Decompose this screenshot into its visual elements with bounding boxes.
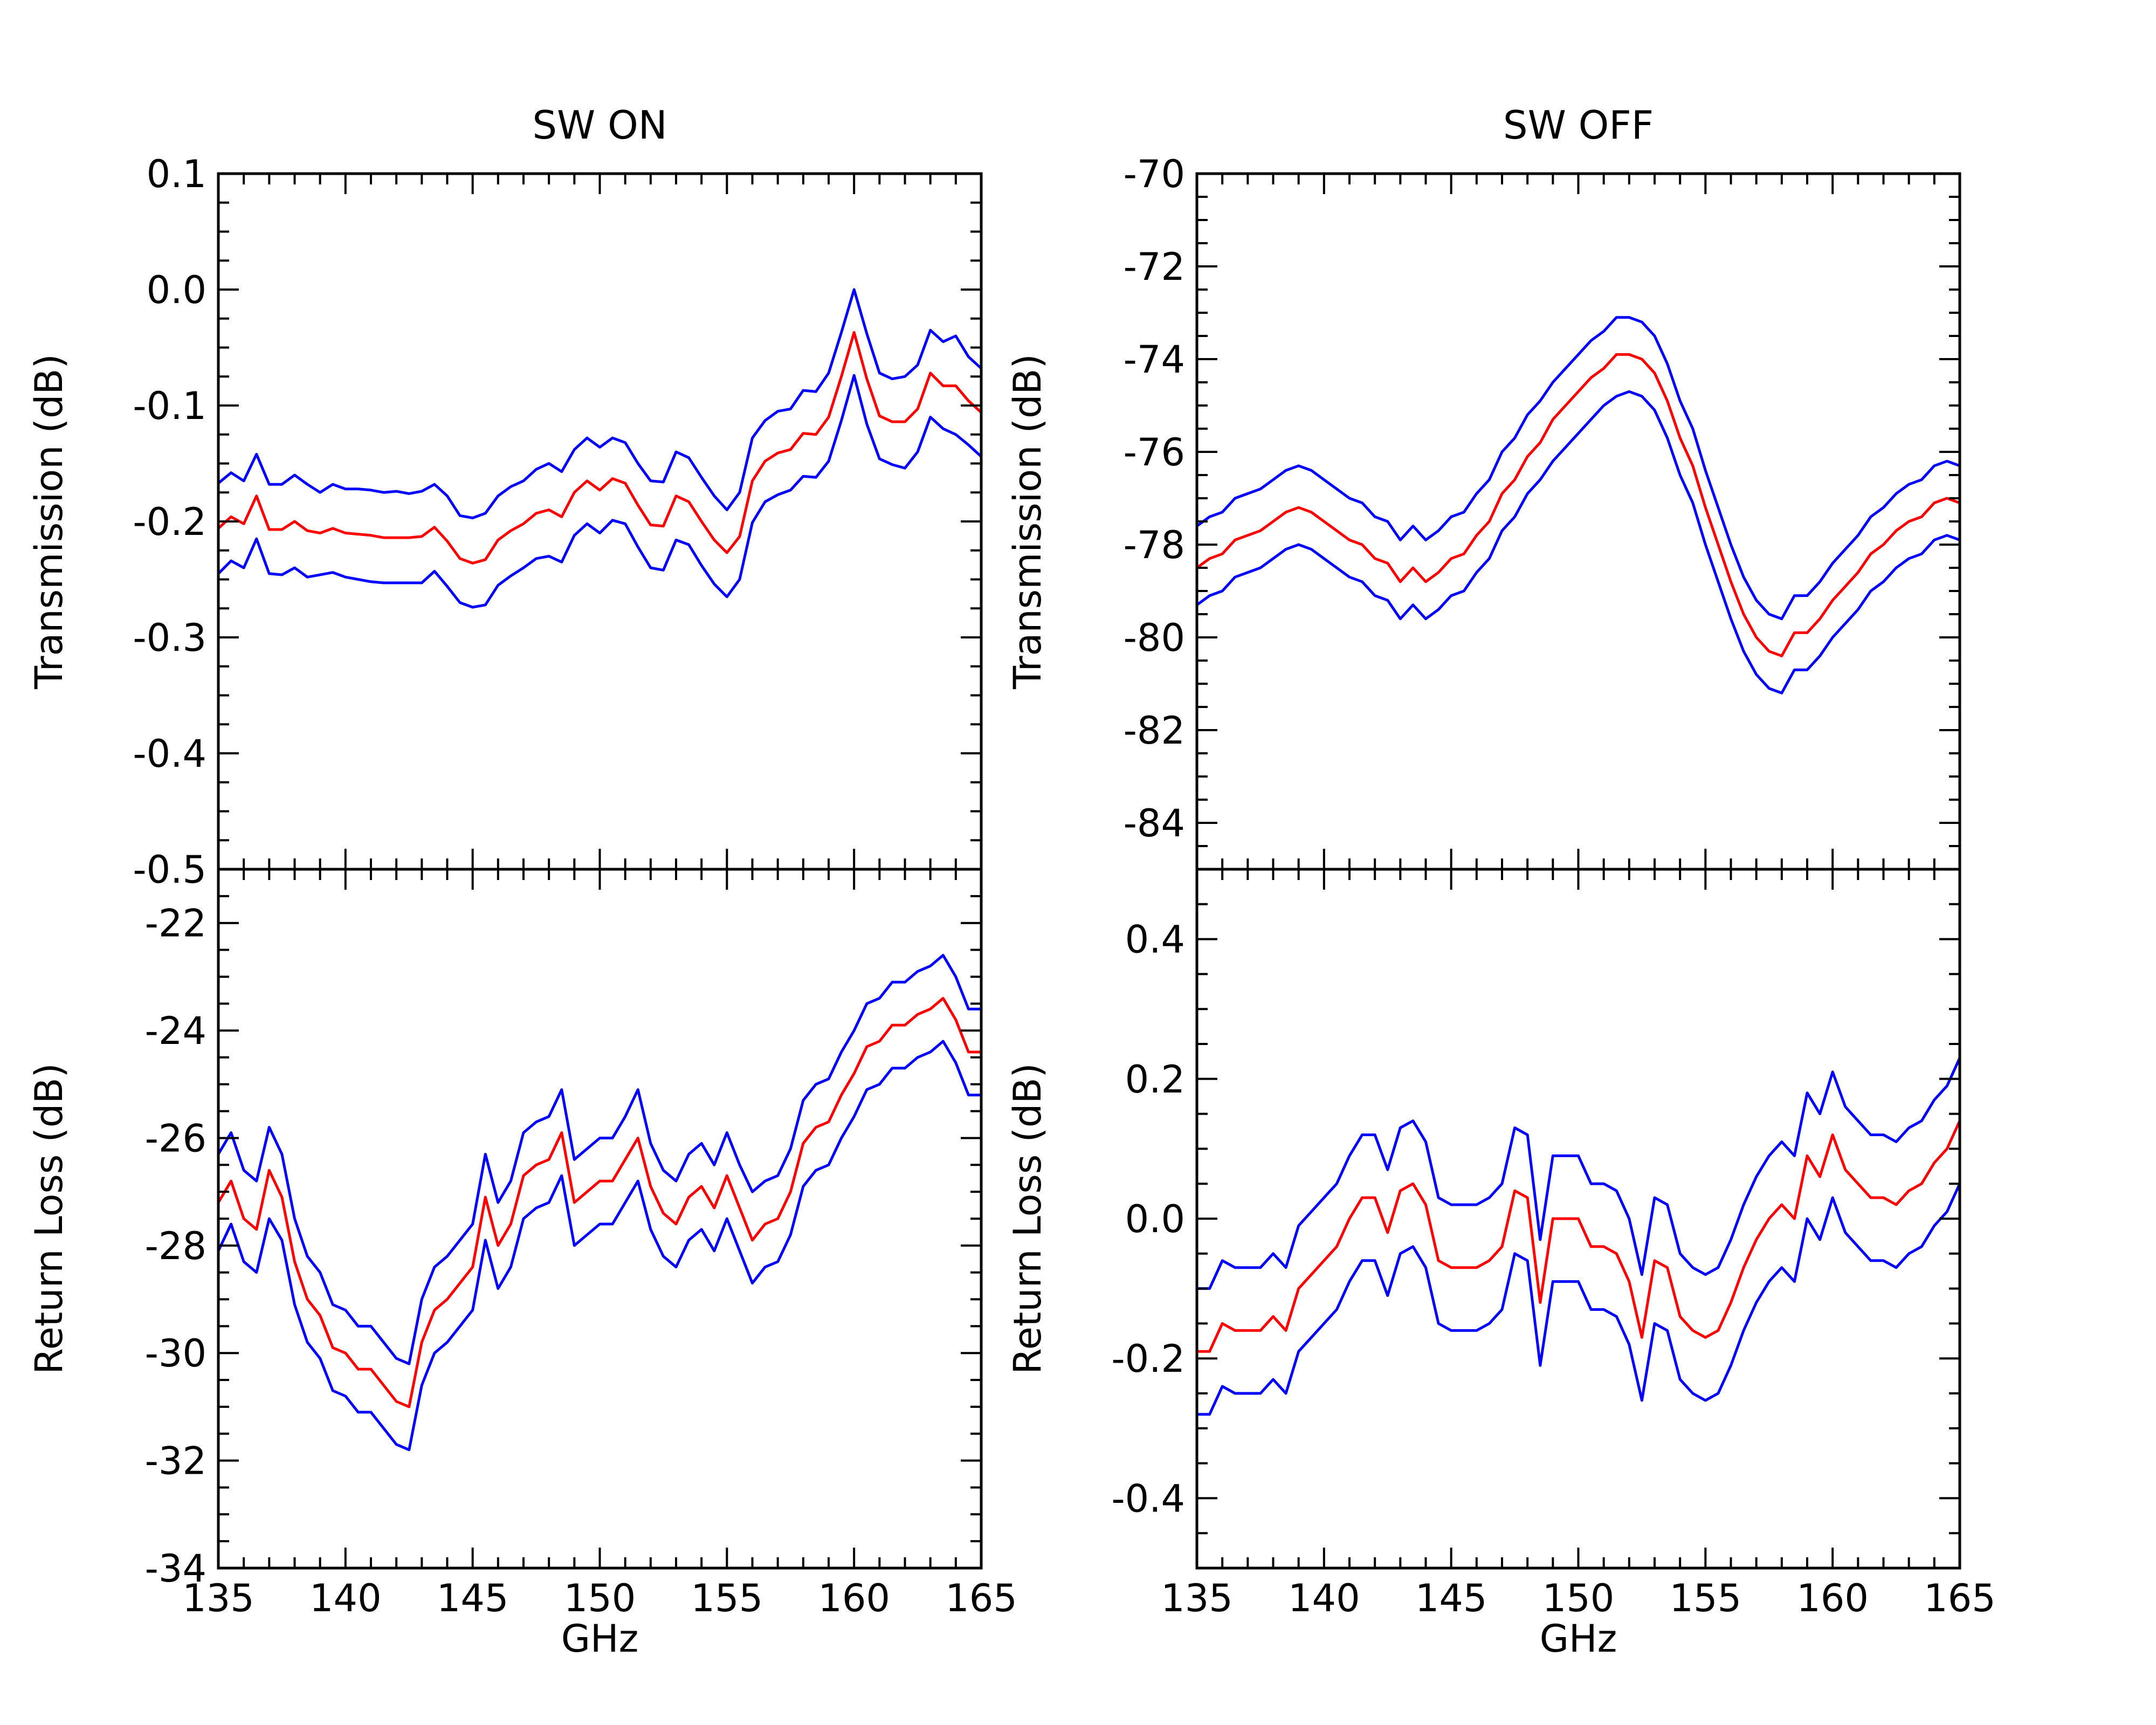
y-tick-label: -22	[145, 902, 206, 946]
y-tick-label: -84	[1124, 801, 1185, 846]
y-tick-label: -72	[1124, 245, 1185, 289]
x-tick-label: 135	[182, 1576, 254, 1620]
series-line-nominal	[1197, 353, 1960, 657]
y-tick-label: -76	[1124, 430, 1185, 475]
x-tick-label: 160	[818, 1576, 890, 1620]
panel-sw-off-return-loss: 0.4 0.2 0.0 -0.2 -0.4 135 140 145 150 155 160 165 GH…	[1005, 868, 1996, 1661]
x-tick-label: 150	[564, 1576, 636, 1620]
x-tick-label: 140	[1288, 1576, 1360, 1620]
y-tick-label: -0.4	[1111, 1476, 1185, 1521]
series-line-lower	[1197, 1183, 1960, 1416]
x-tick-label: 145	[1415, 1576, 1487, 1620]
plot-frame	[217, 172, 983, 871]
y-tick-label: -26	[145, 1116, 206, 1160]
y-tick-label: -24	[145, 1009, 206, 1053]
x-tick-label: 140	[309, 1576, 382, 1620]
y-tick-label: -74	[1124, 338, 1185, 382]
y-axis-title: Return Loss (dB)	[1005, 1063, 1050, 1374]
x-tick-label: 150	[1542, 1576, 1615, 1620]
x-axis-title: GHz	[561, 1617, 639, 1661]
x-tick-label: 135	[1161, 1576, 1233, 1620]
y-tick-label: -0.2	[1111, 1337, 1185, 1381]
x-tick-label: 165	[945, 1576, 1017, 1620]
series-line-nominal	[218, 996, 981, 1408]
y-tick-label: -28	[145, 1224, 206, 1268]
series-line-upper	[218, 954, 981, 1365]
series-line-upper	[1197, 1057, 1960, 1290]
y-tick-label: -0.2	[133, 500, 206, 544]
y-axis-title: Transmission (dB)	[1005, 354, 1050, 690]
plot-frame	[217, 868, 983, 1570]
y-axis-title: Transmission (dB)	[27, 354, 71, 690]
panel-title: SW OFF	[1503, 102, 1654, 148]
y-axis-title: Return Loss (dB)	[27, 1063, 71, 1374]
y-tick-label: -78	[1124, 523, 1185, 567]
series-line-nominal	[1197, 1120, 1960, 1353]
y-tick-label: -70	[1124, 152, 1185, 196]
series-line-nominal	[218, 331, 981, 565]
x-tick-label: 155	[691, 1576, 763, 1620]
series-line-lower	[1197, 390, 1960, 695]
series-line-upper	[218, 288, 981, 519]
panel-sw-on-transmission: 0.1 0.0 -0.1 -0.2 -0.3 -0.4 -0.5 SW ON Transmiss…	[27, 102, 983, 892]
series-line-upper	[1197, 316, 1960, 621]
y-tick-label: 0.0	[147, 268, 206, 312]
y-tick-label: -0.4	[133, 732, 206, 776]
y-tick-label: -82	[1124, 709, 1185, 753]
y-tick-label: 0.4	[1125, 918, 1185, 962]
series-line-lower	[218, 1040, 981, 1452]
y-tick-label: -0.3	[133, 616, 206, 660]
y-tick-label: -0.5	[133, 848, 206, 892]
y-tick-label: -30	[145, 1331, 206, 1376]
y-tick-label: 0.1	[147, 152, 206, 196]
x-tick-label: 160	[1796, 1576, 1869, 1620]
y-tick-label: 0.0	[1125, 1197, 1185, 1241]
series-line-lower	[218, 374, 981, 609]
panel-sw-off-transmission: -70 -72 -74 -76 -78 -80 -82 -84 SW OFF Transmissi…	[1005, 102, 1961, 871]
plot-frame	[1195, 172, 1961, 871]
x-tick-label: 155	[1670, 1576, 1742, 1620]
x-axis-title: GHz	[1540, 1617, 1617, 1661]
panel-title: SW ON	[532, 102, 667, 148]
y-tick-label: -0.1	[133, 384, 206, 428]
y-tick-label: -32	[145, 1439, 206, 1483]
y-tick-label: -80	[1124, 616, 1185, 660]
x-tick-label: 165	[1924, 1576, 1996, 1620]
x-tick-label: 145	[437, 1576, 509, 1620]
y-tick-label: -34	[145, 1547, 206, 1591]
y-tick-label: 0.2	[1125, 1057, 1185, 1102]
